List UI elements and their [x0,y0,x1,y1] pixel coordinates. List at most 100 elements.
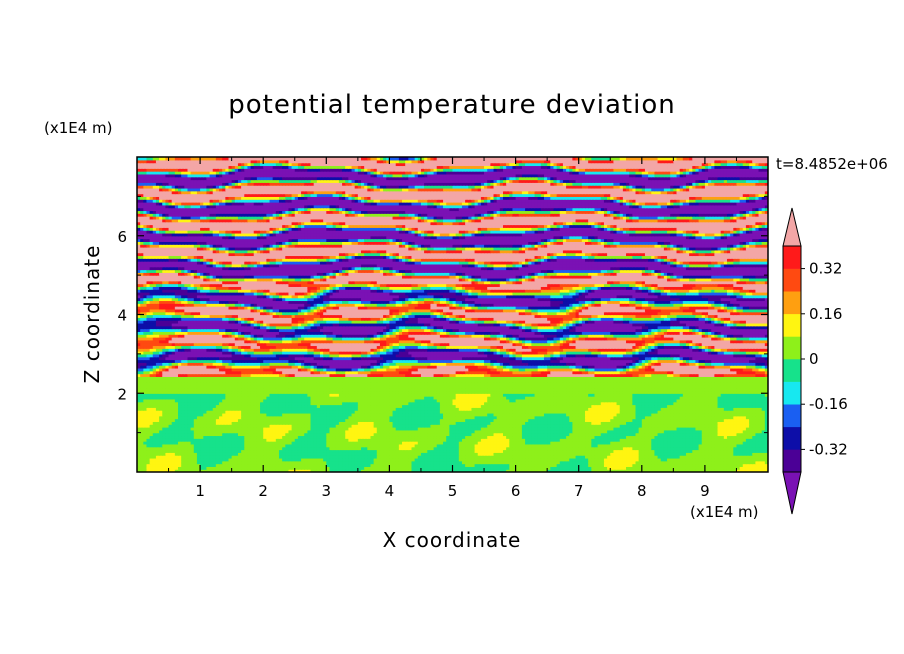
field-cell [704,469,709,472]
field-cell [689,469,693,472]
field-cell [540,469,545,472]
field-cell [266,466,271,470]
field-cell [695,469,700,472]
field-cell [190,466,195,470]
field-cell [607,469,611,472]
field-cell [594,469,599,472]
field-cell [651,469,656,472]
field-cell [165,466,170,470]
field-cell [506,469,510,472]
field-cell [234,466,239,470]
field-cell [310,469,315,472]
field-cell [644,469,649,472]
field-cell [402,469,406,472]
field-cell [512,469,517,472]
field-cell [137,466,141,470]
field-cell [143,466,148,470]
field-cell [528,469,532,472]
field-cell [534,469,539,472]
field-cell [730,469,734,472]
field-cell [499,469,504,472]
field-cell [193,469,198,472]
field-cell [253,466,258,470]
field-cell [364,469,368,472]
field-cell [446,469,450,472]
field-cell [487,469,491,472]
field-cell [518,469,523,472]
field-cell [326,469,331,472]
field-cell [395,469,400,472]
field-cell [641,469,646,472]
field-cell [282,469,286,472]
field-cell [294,469,299,472]
field-cell [171,466,176,470]
field-cell [178,466,182,470]
field-cell [449,469,454,472]
field-cell [386,469,390,472]
field-cell [146,466,151,470]
field-cell [480,469,485,472]
field-cell [228,469,233,472]
field-cell [439,469,444,472]
field-cell [310,466,315,470]
field-cell [234,469,239,472]
field-cell [282,466,286,470]
field-cell [212,469,217,472]
field-cell [752,469,756,472]
field-cell [603,469,608,472]
field-cell [222,469,226,472]
field-cell [739,469,744,472]
field-cell [556,469,561,472]
field-cell [676,469,681,472]
field-cell [149,466,154,470]
field-cell [455,469,460,472]
field-cell [171,469,176,472]
y-axis-label: Z coordinate [80,245,104,384]
field-cell [354,469,359,472]
field-cell [493,469,498,472]
field-cell [600,469,605,472]
field-cell [622,469,627,472]
field-cell [414,469,419,472]
field-cell [562,469,567,472]
field-cell [638,469,643,472]
field-cell [657,469,662,472]
field-cell [275,466,280,470]
field-cell [237,466,242,470]
field-cell [225,469,230,472]
field-cell [196,466,201,470]
field-cell [673,469,678,472]
field-cell [307,466,312,470]
field-cell [581,469,586,472]
field-cell [313,466,318,470]
field-cell [521,469,526,472]
field-cell [329,469,334,472]
field-cell [228,466,233,470]
field-cell [755,469,760,472]
field-cell [553,469,558,472]
field-cell [301,466,305,470]
field-cell [424,469,428,472]
time-label: t=8.4852e+06 [776,155,888,173]
field-cell [187,469,192,472]
field-cell [572,469,577,472]
field-cell [430,469,435,472]
field-cell [351,469,356,472]
field-cell [140,469,144,472]
field-cell [313,469,318,472]
field-cell [361,469,365,472]
x-axis-unit: (x1E4 m) [690,503,759,521]
field-cell [323,469,327,472]
field-cell [225,466,230,470]
field-cell [376,469,381,472]
field-cell [200,469,204,472]
field-cell [222,466,226,470]
x-axis-label: X coordinate [383,528,522,552]
field-cell [231,469,236,472]
field-cell [256,469,261,472]
field-cell [383,469,387,472]
field-cell [342,469,346,472]
field-cell [146,469,151,472]
field-cell [679,469,684,472]
field-cell [474,469,479,472]
